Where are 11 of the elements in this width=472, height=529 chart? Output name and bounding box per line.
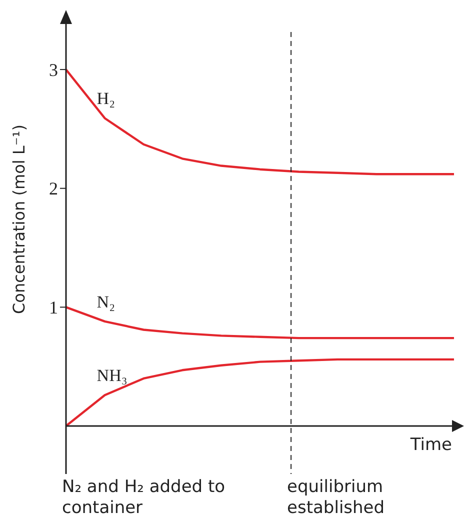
x-axis-title: Time [409,435,452,455]
y-tick-label: 1 [49,298,58,318]
y-tick-label: 3 [49,60,58,80]
y-axis-title: Concentration (mol L⁻¹) [10,124,29,314]
y-tick-label: 2 [49,178,58,199]
series-label: H₂ [96,89,116,108]
series-label: N₂ [96,292,116,312]
text: equilibrium established [287,477,385,518]
line-series [64,68,456,176]
series-label: NH₃ [96,366,128,386]
text: N₂ and H₂ added to container [62,477,226,518]
